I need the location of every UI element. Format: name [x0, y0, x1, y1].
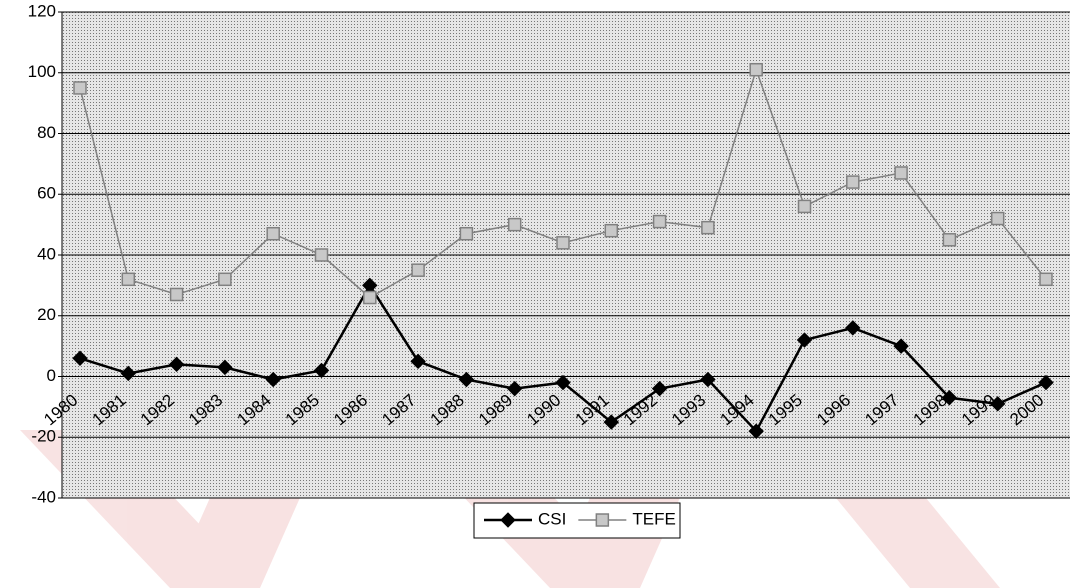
legend-label: CSI [538, 509, 566, 528]
y-tick-label: 20 [37, 305, 56, 324]
y-tick-label: 100 [28, 62, 56, 81]
data-point [363, 290, 377, 305]
legend-marker [595, 513, 610, 527]
data-point [894, 166, 908, 180]
y-tick-label: 80 [37, 123, 56, 142]
data-point [603, 414, 620, 430]
data-point [893, 338, 909, 354]
y-tick-label: 40 [37, 244, 56, 263]
y-tick-label: -40 [31, 487, 56, 506]
data-point [314, 248, 329, 262]
data-point [604, 223, 619, 238]
data-point [266, 226, 280, 241]
data-point [121, 272, 136, 287]
data-point [410, 353, 426, 370]
data-point [846, 175, 860, 189]
data-point [217, 359, 233, 376]
data-point [218, 272, 232, 287]
data-point [169, 287, 184, 302]
data-point [555, 374, 571, 391]
data-point [942, 233, 957, 247]
data-point [556, 236, 570, 250]
data-point [651, 380, 668, 397]
data-point [989, 396, 1006, 412]
legend-label: TEFE [632, 509, 675, 528]
data-point [652, 214, 667, 229]
data-point [120, 365, 137, 382]
data-point [506, 380, 523, 397]
data-point [458, 371, 475, 388]
data-point [990, 211, 1005, 226]
data-point [313, 362, 330, 379]
data-point [845, 320, 861, 336]
data-point [265, 371, 281, 388]
data-point [507, 217, 522, 232]
data-point [411, 263, 425, 277]
y-tick-label: 120 [28, 1, 56, 20]
legend-marker [500, 512, 516, 528]
data-point [1038, 374, 1054, 391]
data-point [749, 62, 763, 77]
data-point [748, 423, 764, 439]
y-tick-label: -20 [31, 427, 56, 446]
y-tick-label: 60 [37, 184, 56, 203]
data-point [459, 226, 474, 241]
data-point [1039, 272, 1053, 287]
data-point [72, 350, 88, 366]
data-point [700, 371, 716, 388]
data-point [796, 332, 813, 348]
data-point [701, 220, 715, 235]
data-point [73, 81, 87, 95]
y-tick-label: 0 [47, 366, 56, 385]
data-point [168, 356, 185, 373]
data-point [797, 199, 812, 214]
data-point [941, 390, 958, 406]
